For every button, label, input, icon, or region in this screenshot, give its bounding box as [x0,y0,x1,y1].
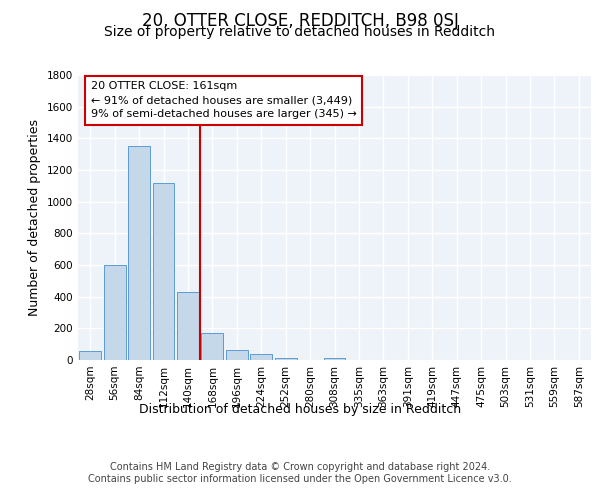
Bar [104,265,125,360]
Bar [79,352,101,360]
Text: Distribution of detached houses by size in Redditch: Distribution of detached houses by size … [139,402,461,415]
Bar [323,358,346,360]
Bar [226,350,248,360]
Bar [152,182,175,360]
Y-axis label: Number of detached properties: Number of detached properties [28,119,41,316]
Text: 20 OTTER CLOSE: 161sqm
← 91% of detached houses are smaller (3,449)
9% of semi-d: 20 OTTER CLOSE: 161sqm ← 91% of detached… [91,82,356,120]
Bar [202,333,223,360]
Text: 20, OTTER CLOSE, REDDITCH, B98 0SJ: 20, OTTER CLOSE, REDDITCH, B98 0SJ [142,12,458,30]
Bar [275,358,296,360]
Text: Size of property relative to detached houses in Redditch: Size of property relative to detached ho… [104,25,496,39]
Text: Contains HM Land Registry data © Crown copyright and database right 2024.
Contai: Contains HM Land Registry data © Crown c… [88,462,512,484]
Bar [128,146,150,360]
Bar [250,354,272,360]
Bar [177,292,199,360]
